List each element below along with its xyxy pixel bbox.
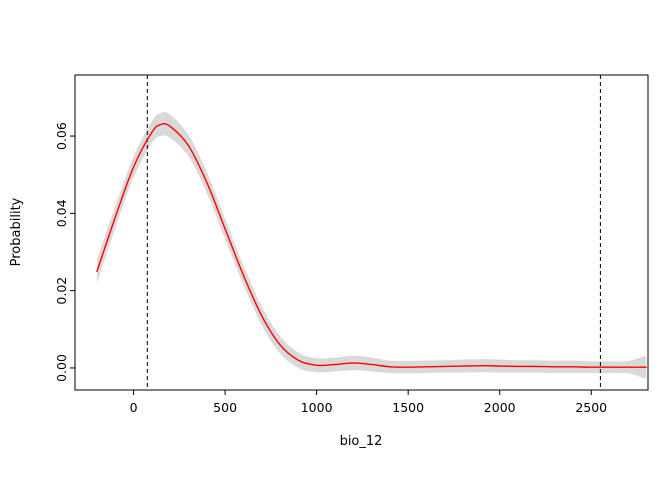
- y-tick-label: 0.06: [54, 122, 69, 150]
- y-tick-label: 0.04: [54, 199, 69, 227]
- x-tick-label: 2000: [484, 400, 516, 415]
- series-layer: [96, 123, 647, 368]
- reference-lines-layer: [146, 75, 601, 390]
- x-tick-label: 2500: [575, 400, 607, 415]
- x-tick-label: 500: [213, 400, 237, 415]
- y-tick-label: 0.00: [54, 354, 69, 382]
- confidence-band: [96, 112, 647, 379]
- x-tick-label: 0: [130, 400, 138, 415]
- confidence-band-layer: [96, 112, 647, 379]
- response-curve-line: [96, 123, 647, 368]
- axis-ticks-layer: 0 500 1000 1500 2000 2500 0.00 0.02 0.04 0.06: [54, 122, 607, 415]
- x-tick-label: 1500: [392, 400, 424, 415]
- y-tick-label: 0.02: [54, 277, 69, 305]
- plot-box: [74, 74, 649, 391]
- plot-frame-layer: [74, 74, 649, 391]
- x-axis-label: bio_12: [340, 434, 383, 449]
- x-tick-label: 1000: [301, 400, 333, 415]
- y-axis-label: Probability: [9, 197, 24, 266]
